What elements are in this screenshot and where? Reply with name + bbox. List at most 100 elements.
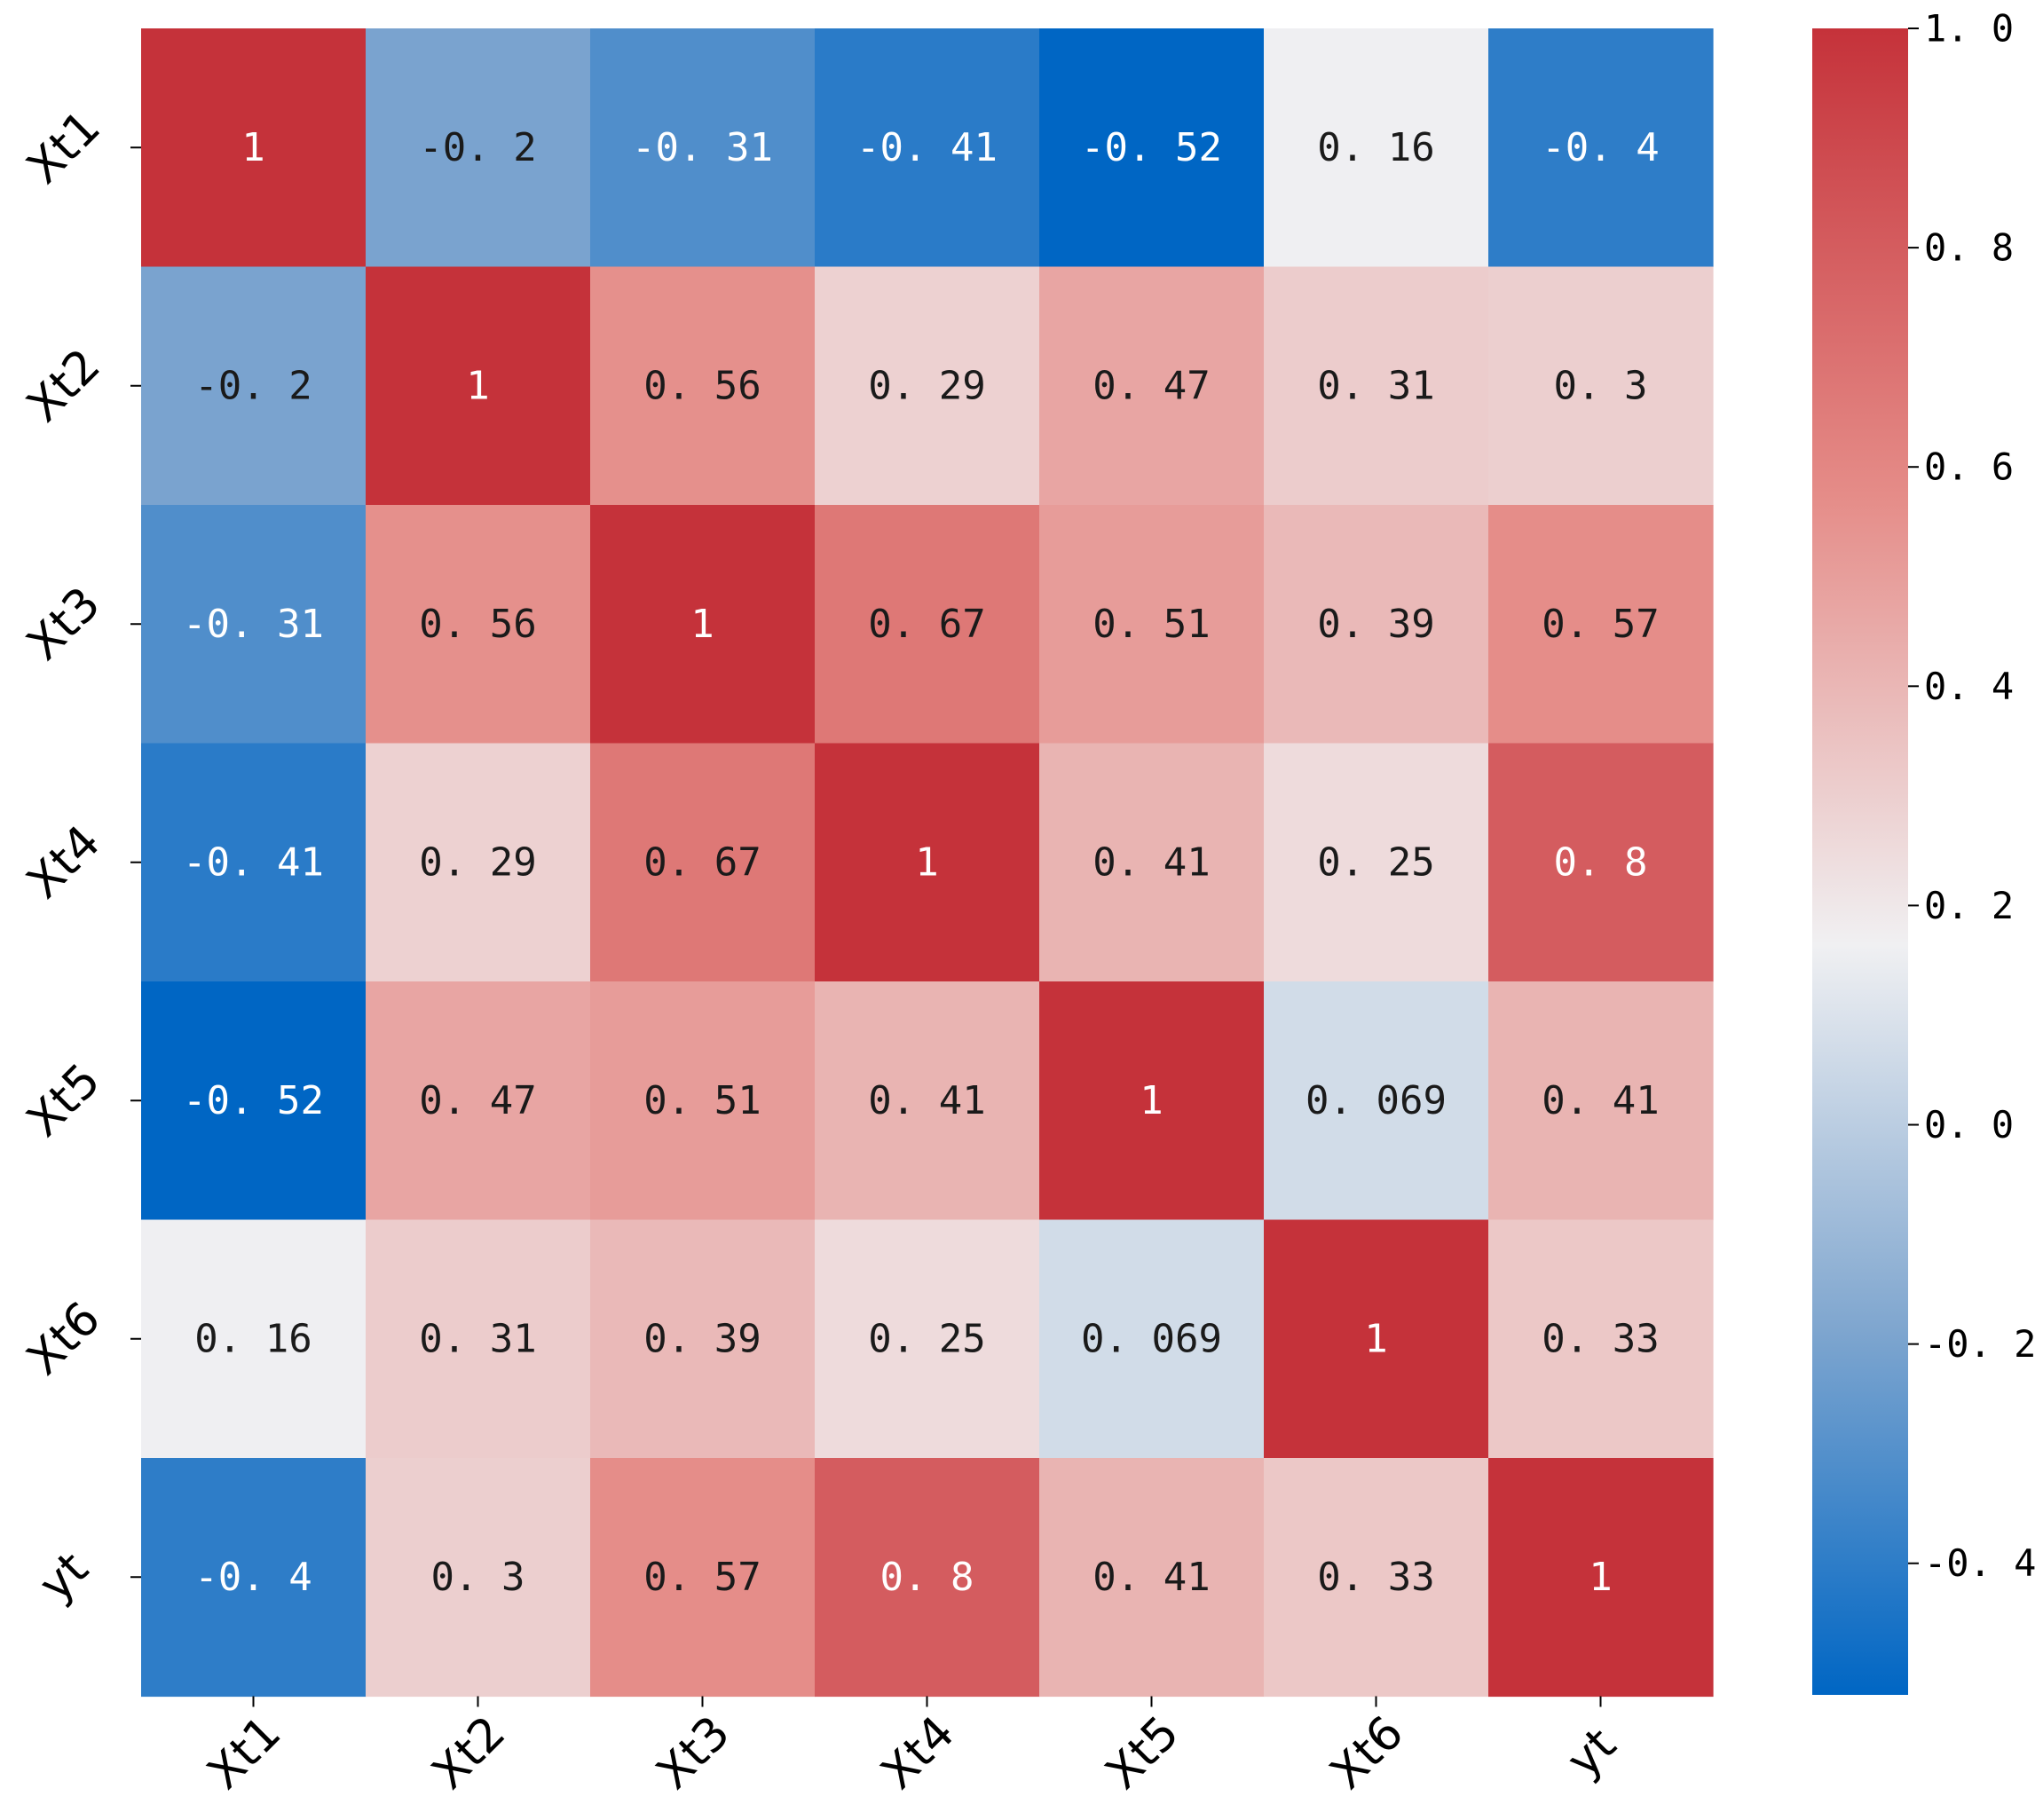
heatmap-cell-label-Xt1-Xt4: -0. 41 <box>856 125 998 170</box>
heatmap-cell-label-Xt4-Xt3: 0. 67 <box>643 839 761 885</box>
heatmap-cell-label-Xt5-Xt3: 0. 51 <box>643 1078 761 1123</box>
heatmap-cell-label-Xt3-Xt2: 0. 56 <box>419 602 536 647</box>
heatmap-cell-label-yt-Xt5: 0. 41 <box>1092 1555 1210 1600</box>
heatmap-cell-label-Xt6-Xt5: 0. 069 <box>1081 1316 1222 1361</box>
heatmap-cell-label-Xt1-Xt6: 0. 16 <box>1317 125 1434 170</box>
heatmap-cell-label-Xt5-Xt4: 0. 41 <box>868 1078 985 1123</box>
heatmap-cell-Xt6-Xt5 <box>1039 1219 1265 1459</box>
heatmap-cell-label-Xt2-Xt4: 0. 29 <box>868 363 985 408</box>
heatmap-cell-Xt6-Xt6 <box>1264 1219 1489 1459</box>
x-tick-label-Xt4: Xt4 <box>872 1706 965 1800</box>
heatmap-cell-yt-Xt4 <box>815 1458 1040 1698</box>
heatmap-cell-Xt6-Xt3 <box>590 1219 816 1459</box>
heatmap-cell-label-Xt5-Xt6: 0. 069 <box>1305 1078 1447 1123</box>
heatmap-cell-label-Xt5-Xt1: -0. 52 <box>183 1078 324 1123</box>
heatmap-cell-Xt4-Xt4 <box>815 743 1040 982</box>
heatmap-cell-Xt5-Xt1 <box>141 981 367 1221</box>
heatmap-cell-Xt2-yt <box>1488 266 1714 506</box>
heatmap-cell-label-Xt5-Xt5: 1 <box>1140 1078 1163 1123</box>
heatmap-cell-Xt3-Xt5 <box>1039 505 1265 745</box>
heatmap-cell-yt-Xt5 <box>1039 1458 1265 1698</box>
heatmap-cell-Xt5-yt <box>1488 981 1714 1221</box>
heatmap-cell-label-Xt3-Xt4: 0. 67 <box>868 602 985 647</box>
x-tick-label-Xt6: Xt6 <box>1321 1706 1414 1800</box>
heatmap-cell-Xt4-Xt3 <box>590 743 816 982</box>
x-axis: Xt1 Xt2 Xt3 Xt4 Xt5 Xt6 yt <box>198 1696 1627 1800</box>
heatmap-cell-yt-Xt2 <box>366 1458 591 1698</box>
heatmap-cell-label-Xt1-Xt1: 1 <box>241 125 265 170</box>
y-tick-label-Xt1: Xt1 <box>17 101 110 194</box>
heatmap-cell-label-Xt3-Xt6: 0. 39 <box>1317 602 1434 647</box>
heatmap-cell-label-Xt3-Xt5: 0. 51 <box>1092 602 1210 647</box>
colorbar-tick-label-5: 0. 0 <box>1924 1103 2014 1146</box>
heatmap-cell-Xt2-Xt5 <box>1039 266 1265 506</box>
y-tick-label-Xt6: Xt6 <box>17 1292 110 1385</box>
colorbar-tick-label-2: 0. 6 <box>1924 445 2014 489</box>
heatmap-cell-label-Xt6-Xt1: 0. 16 <box>194 1316 312 1361</box>
heatmap-cell-Xt2-Xt4 <box>815 266 1040 506</box>
x-tick-label-Xt1: Xt1 <box>198 1706 291 1800</box>
heatmap-cell-label-yt-yt: 1 <box>1589 1555 1613 1600</box>
colorbar-tick-label-6: -0. 2 <box>1924 1322 2036 1366</box>
heatmap-cell-label-Xt1-Xt3: -0. 31 <box>632 125 773 170</box>
heatmap-cell-yt-Xt3 <box>590 1458 816 1698</box>
heatmap-cell-Xt1-Xt2 <box>366 28 591 268</box>
heatmap-cell-label-Xt1-Xt5: -0. 52 <box>1081 125 1222 170</box>
heatmap-cell-yt-Xt6 <box>1264 1458 1489 1698</box>
heatmap-cell-Xt2-Xt1 <box>141 266 367 506</box>
colorbar-tick-label-7: -0. 4 <box>1924 1541 2036 1585</box>
colorbar-tick-label-4: 0. 2 <box>1924 884 2014 927</box>
heatmap-cell-label-Xt6-Xt3: 0. 39 <box>643 1316 761 1361</box>
y-tick-label-Xt2: Xt2 <box>17 339 110 432</box>
heatmap-cell-Xt5-Xt2 <box>366 981 591 1221</box>
heatmap-cell-Xt4-Xt1 <box>141 743 367 982</box>
y-tick-label-Xt5: Xt5 <box>17 1054 110 1147</box>
heatmap-cell-label-Xt3-yt: 0. 57 <box>1542 602 1659 647</box>
heatmap-cell-Xt6-Xt4 <box>815 1219 1040 1459</box>
heatmap-cell-Xt3-Xt4 <box>815 505 1040 745</box>
heatmap-cell-Xt3-yt <box>1488 505 1714 745</box>
heatmap-cell-label-Xt6-yt: 0. 33 <box>1542 1316 1659 1361</box>
heatmap-cell-label-Xt6-Xt2: 0. 31 <box>419 1316 536 1361</box>
heatmap-cell-Xt4-yt <box>1488 743 1714 982</box>
colorbar-gradient <box>1812 28 1908 1695</box>
y-tick-label-Xt4: Xt4 <box>17 815 110 909</box>
colorbar: 1. 0 0. 8 0. 6 0. 4 0. 2 0. 0 -0. 2 -0. 4 <box>1812 7 2036 1695</box>
heatmap-cell-label-Xt1-yt: -0. 4 <box>1542 125 1659 170</box>
heatmap-cell-Xt5-Xt3 <box>590 981 816 1221</box>
y-axis: Xt1 Xt2 Xt3 Xt4 Xt5 Xt6 yt <box>17 101 141 1612</box>
heatmap-cell-label-Xt4-Xt2: 0. 29 <box>419 839 536 885</box>
heatmap-cell-Xt1-Xt6 <box>1264 28 1489 268</box>
y-tick-label-yt: yt <box>29 1542 99 1612</box>
y-tick-label-Xt3: Xt3 <box>17 578 110 671</box>
heatmap-cell-label-Xt4-Xt4: 1 <box>915 839 939 885</box>
heatmap-cell-label-Xt6-Xt4: 0. 25 <box>868 1316 985 1361</box>
heatmap-cell-label-Xt5-Xt2: 0. 47 <box>419 1078 536 1123</box>
heatmap-cell-Xt5-Xt6 <box>1264 981 1489 1221</box>
heatmap-cell-Xt6-yt <box>1488 1219 1714 1459</box>
heatmap-cells <box>141 28 1714 1698</box>
heatmap-cell-Xt6-Xt1 <box>141 1219 367 1459</box>
heatmap-cell-label-Xt5-yt: 0. 41 <box>1542 1078 1659 1123</box>
heatmap-cell-label-yt-Xt3: 0. 57 <box>643 1555 761 1600</box>
heatmap-cell-Xt6-Xt2 <box>366 1219 591 1459</box>
heatmap-cell-label-Xt2-yt: 0. 3 <box>1554 363 1648 408</box>
heatmap-cell-yt-yt <box>1488 1458 1714 1698</box>
heatmap-cell-Xt5-Xt4 <box>815 981 1040 1221</box>
heatmap-cell-label-Xt4-Xt5: 0. 41 <box>1092 839 1210 885</box>
x-tick-label-Xt2: Xt2 <box>422 1706 516 1800</box>
heatmap-cell-label-yt-Xt6: 0. 33 <box>1317 1555 1434 1600</box>
heatmap-cell-Xt1-Xt4 <box>815 28 1040 268</box>
x-tick-label-Xt3: Xt3 <box>647 1706 740 1800</box>
heatmap-cell-Xt5-Xt5 <box>1039 981 1265 1221</box>
heatmap-cell-Xt1-Xt1 <box>141 28 367 268</box>
heatmap-cell-Xt2-Xt3 <box>590 266 816 506</box>
colorbar-tick-label-1: 0. 8 <box>1924 226 2014 270</box>
heatmap-cell-label-Xt3-Xt3: 1 <box>690 602 714 647</box>
heatmap-cell-Xt1-Xt3 <box>590 28 816 268</box>
heatmap-cell-label-Xt2-Xt3: 0. 56 <box>643 363 761 408</box>
heatmap-cell-label-Xt4-yt: 0. 8 <box>1554 839 1648 885</box>
heatmap-cell-label-Xt1-Xt2: -0. 2 <box>419 125 536 170</box>
heatmap-cell-label-yt-Xt1: -0. 4 <box>194 1555 312 1600</box>
